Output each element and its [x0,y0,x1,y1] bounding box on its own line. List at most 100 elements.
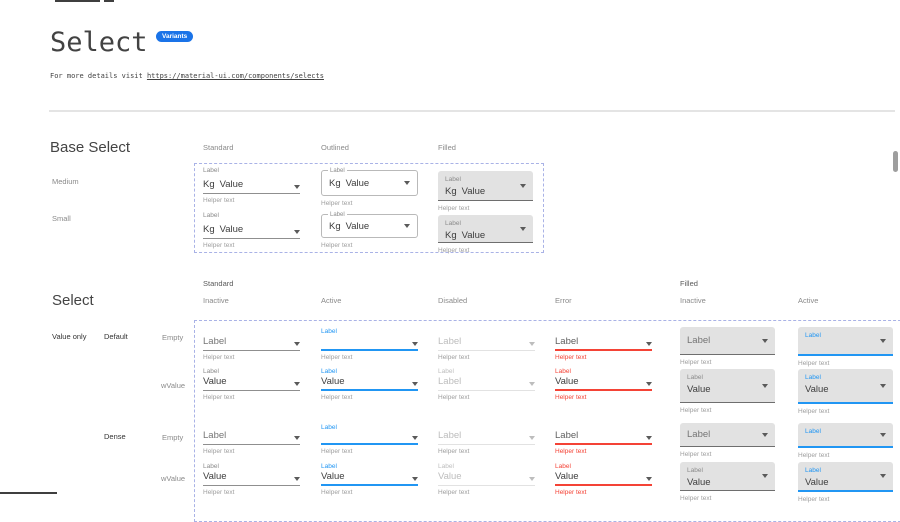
select-value: Label [438,430,462,441]
filled-dense-wvalue-inactive-select[interactable]: Label Value Helper text [680,462,775,503]
helper-text: Helper text [798,496,830,503]
select-value-row: Value [438,471,535,486]
dropdown-arrow-icon [404,223,410,228]
std-dense-wvalue-error-select[interactable]: Label Value Helper text [555,462,652,497]
row-group-label: Value only [52,332,87,341]
canvas-artifact [0,492,57,494]
select-value-row[interactable]: Label Kg Value [438,171,533,201]
base-filled-medium-select[interactable]: Label Kg Value Helper text [438,171,533,213]
floating-label: Label [438,463,454,470]
std-default-empty-error-select[interactable]: Label Helper text [555,327,652,362]
group-header-standard: Standard [203,279,234,288]
select-value-row[interactable]: Label Value [680,369,775,403]
scrollbar-thumb[interactable] [893,151,898,172]
page-title: Select [50,27,148,58]
floating-label: Label [203,368,219,375]
select-value: Value [805,384,829,395]
select-value: Kg Value [203,179,244,190]
select-value-row[interactable]: Kg Value [203,175,300,194]
std-dense-empty-error-select[interactable]: Label Helper text [555,423,652,456]
std-default-wvalue-inactive-select[interactable]: Label Value Helper text [203,367,300,402]
canvas-artifact [104,0,114,2]
select-value-row[interactable]: Label Kg Value [438,215,533,243]
dropdown-arrow-icon [646,342,652,346]
dropdown-arrow-icon [529,436,535,440]
select-value-row[interactable]: Label Kg Value [321,167,418,196]
component-group-outline [194,163,544,253]
select-value-row[interactable]: Value [321,376,418,391]
section-heading-select: Select [52,292,94,309]
filled-default-empty-active-select[interactable]: Label Helper text [798,327,893,368]
floating-label: Label [438,368,454,375]
select-value-row[interactable]: Value [203,471,300,486]
filled-default-empty-inactive-select[interactable]: Label Helper text [680,327,775,367]
floating-label: Label [203,463,219,470]
floating-label: Label [805,374,821,381]
std-default-empty-inactive-select[interactable]: Label Helper text [203,327,300,362]
base-filled-small-select[interactable]: Label Kg Value Helper text [438,215,533,255]
dropdown-arrow-icon [529,382,535,386]
row-header-medium: Medium [52,177,79,186]
select-value-row[interactable]: Label [203,336,300,351]
select-value-row[interactable]: Value [555,471,652,486]
select-value-row[interactable]: Label Value [680,462,775,491]
std-dense-empty-active-select[interactable]: Label Helper text [321,423,418,456]
dropdown-arrow-icon [762,383,768,388]
base-standard-medium-select[interactable]: Label Kg Value Helper text [203,166,300,205]
state-header-active: Active [321,296,342,305]
helper-text: Helper text [321,200,353,207]
floating-label: Label [445,220,461,227]
filled-default-wvalue-active-select[interactable]: Label Value Helper text [798,369,893,416]
std-default-wvalue-active-select[interactable]: Label Value Helper text [321,367,418,402]
floating-label: Label [805,332,821,339]
base-outlined-medium-select[interactable]: Label Kg Value Helper text [321,167,418,208]
select-value-row[interactable]: Label Kg Value [321,211,418,238]
std-default-wvalue-error-select[interactable]: Label Value Helper text [555,367,652,402]
helper-text: Helper text [555,489,587,496]
dropdown-arrow-icon [880,383,886,388]
std-dense-wvalue-inactive-select[interactable]: Label Value Helper text [203,462,300,497]
density-header-default: Default [104,332,128,341]
filled-dense-empty-active-select[interactable]: Label Helper text [798,423,893,460]
select-value-row[interactable]: Kg Value [203,220,300,239]
std-dense-empty-disabled-select: Label Helper text [438,423,535,456]
section-heading-base-select: Base Select [50,139,131,156]
select-value-row[interactable]: Label [680,327,775,355]
filled-default-wvalue-inactive-select[interactable]: Label Value Helper text [680,369,775,415]
dropdown-arrow-icon [294,185,300,189]
dropdown-arrow-icon [529,477,535,481]
dropdown-arrow-icon [404,180,410,185]
dropdown-arrow-icon [412,382,418,386]
filled-dense-wvalue-active-select[interactable]: Label Value Helper text [798,462,893,504]
base-outlined-small-select[interactable]: Label Kg Value Helper text [321,211,418,250]
docs-link[interactable]: https://material-ui.com/components/selec… [146,72,324,80]
select-value-row[interactable]: Label [203,430,300,445]
select-value-row[interactable]: Label [555,431,652,445]
select-value-row[interactable]: Label Value [798,462,893,492]
select-value-row[interactable]: Label [555,336,652,351]
std-dense-empty-inactive-select[interactable]: Label Helper text [203,423,300,456]
filled-dense-empty-inactive-select[interactable]: Label Helper text [680,423,775,459]
divider [49,110,895,112]
select-value-row[interactable]: Label [680,423,775,447]
helper-text: Helper text [438,448,470,455]
floating-label: Label [321,368,337,375]
select-value-row[interactable]: Label [798,423,893,448]
std-dense-wvalue-disabled-select: Label Value Helper text [438,462,535,497]
select-value: Label [203,430,227,441]
select-value-row[interactable]: Label [798,327,893,356]
std-default-empty-active-select[interactable]: Label Helper text [321,327,418,362]
floating-label: Label [203,212,219,219]
helper-text: Helper text [321,489,353,496]
std-dense-wvalue-active-select[interactable]: Label Value Helper text [321,462,418,497]
select-value-row[interactable] [321,336,418,351]
select-value-row[interactable]: Value [203,376,300,391]
select-value-row[interactable]: Label Value [798,369,893,404]
base-standard-small-select[interactable]: Label Kg Value Helper text [203,211,300,250]
select-value-row[interactable]: Value [555,376,652,391]
floating-label: Label [555,463,571,470]
select-value: Kg Value [329,220,370,232]
select-value-row[interactable] [321,432,418,445]
helper-text: Helper text [798,452,830,459]
select-value-row[interactable]: Value [321,471,418,486]
